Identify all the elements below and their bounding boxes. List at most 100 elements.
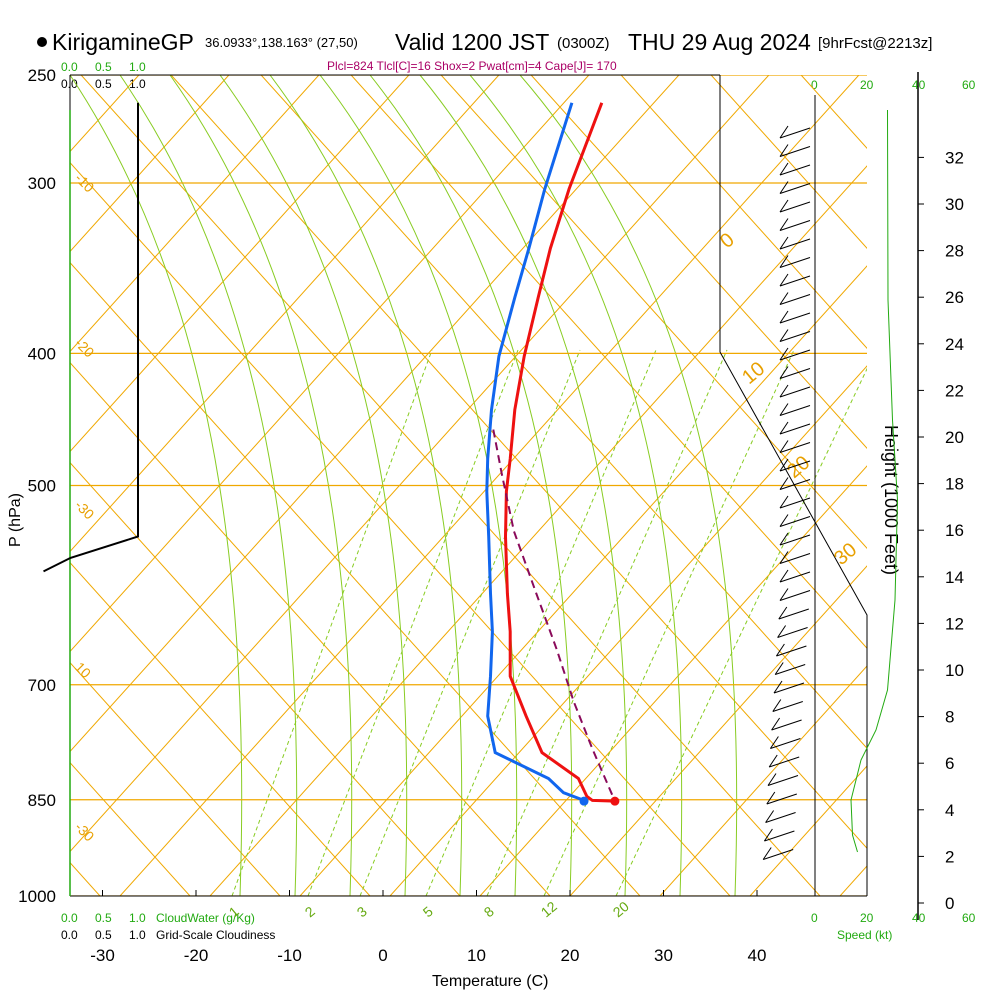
pressure-tick-label: 300 [28, 174, 56, 193]
wind-barb-flag [775, 643, 785, 657]
isotherm-line [569, 565, 867, 896]
height-tick-label: 0 [945, 894, 954, 913]
bottom-green-1: 0.5 [95, 911, 112, 925]
mixing-ratio-line [543, 349, 795, 896]
x-axis-title: Temperature (C) [432, 973, 548, 990]
wind-barb-flag [777, 625, 787, 638]
temperature-tick-label: 30 [654, 946, 673, 965]
wind-barb [779, 386, 811, 398]
y2-axis-title: Height (1000 Feet) [881, 425, 901, 575]
bottom-black-1: 0.5 [95, 928, 112, 942]
wind-barb [779, 220, 811, 231]
wind-barb-flag [779, 236, 789, 250]
wind-barb-flag [768, 754, 778, 768]
wind-speed-profile-line [850, 109, 899, 853]
mixing-ratio-label: 12 [538, 898, 560, 920]
isotherm-label: 10 [72, 659, 94, 681]
pressure-tick-label: 250 [28, 66, 56, 85]
wind-barb [765, 812, 796, 823]
wind-barb-flag [774, 662, 784, 675]
wind-barb-flag [779, 273, 789, 287]
wind-barb-flag [779, 181, 789, 194]
wind-barb [778, 608, 809, 620]
moist-adiabat-curve [369, 75, 573, 896]
valid-date: THU 29 Aug 2024 [628, 29, 811, 55]
wind-barb-flag [779, 125, 789, 139]
wind-barb-flag [779, 292, 789, 305]
wind-barb [779, 516, 811, 527]
mixing-ratio-line [615, 367, 867, 896]
dry-adiabat-line [530, 75, 867, 449]
wind-barb [779, 275, 811, 287]
temperature-tick-label: -30 [90, 946, 115, 965]
wind-barb [779, 257, 811, 268]
height-tick-label: 20 [945, 428, 964, 447]
series-layer [43, 102, 899, 860]
height-tick-label: 16 [945, 521, 964, 540]
mixing-ratio-line [486, 349, 728, 896]
mixing-ratio-label: 3 [354, 903, 370, 920]
wind-barb [779, 423, 811, 435]
wind-barb-flag [779, 329, 789, 342]
dry-adiabat-line [620, 75, 867, 349]
wind-bottom-3: 60 [962, 911, 976, 925]
moist-adiabat-curve [70, 75, 243, 896]
height-tick-label: 18 [945, 475, 964, 494]
station-name: KirigamineGP [52, 29, 194, 55]
frame-layer [69, 72, 919, 920]
surface-dewpoint-dot [579, 796, 589, 806]
pressure-tick-label: 500 [28, 477, 56, 496]
height-tick-label: 12 [945, 614, 964, 633]
wind-barb [779, 460, 811, 472]
speed-label: Speed (kt) [837, 928, 892, 942]
wind-barb [769, 756, 800, 768]
wind-barb-flag [762, 847, 772, 860]
cloudiness-profile-line [43, 102, 139, 573]
wind-barb-flag [772, 699, 782, 712]
wind-barb-flag [779, 477, 789, 490]
height-tick-label: 26 [945, 288, 964, 307]
mixing-ratio-label: 2 [302, 903, 318, 920]
wind-barb-flag [779, 199, 789, 213]
wind-panel-bottom-scale: 0 20 40 60 Speed (kt) [811, 911, 976, 942]
wind-barb-flag [763, 828, 773, 842]
isotherm-label: 10 [738, 358, 769, 389]
station-coords: 36.0933°,138.163° (27,50) [205, 35, 358, 50]
wind-barb [767, 775, 799, 786]
wind-barb [773, 682, 805, 694]
isotherm-line [70, 75, 410, 453]
wind-barb-flag [779, 384, 789, 398]
temperature-tick-label: -10 [277, 946, 302, 965]
wind-bottom-2: 40 [912, 911, 926, 925]
isotherm-label: 30 [830, 539, 861, 570]
y-axis-title: P (hPa) [7, 493, 24, 547]
height-tick-label: 6 [945, 754, 954, 773]
wind-barb [779, 331, 811, 342]
wind-barb-flag [765, 810, 775, 823]
grid-layer [70, 75, 1000, 896]
cloudwater-label: CloudWater (g/Kg) [156, 911, 255, 925]
wind-barb [763, 849, 794, 860]
wind-barb-flag [779, 218, 789, 231]
temperature-profile-line [503, 102, 615, 803]
wind-barb [779, 571, 811, 583]
wind-barb [779, 127, 811, 139]
wind-barb [779, 442, 811, 453]
temperature-tick-label: 10 [467, 946, 486, 965]
height-tick-label: 14 [945, 568, 964, 587]
dry-adiabat-line [981, 75, 1000, 896]
moist-adiabat-curve [269, 75, 463, 896]
mixing-ratio-label: 8 [481, 903, 497, 920]
wind-panel-top-scale: 0 20 40 60 [811, 78, 976, 92]
bottom-green-2: 1.0 [129, 911, 146, 925]
dry-adiabat-line [70, 661, 281, 896]
wind-barb-flag [766, 791, 776, 805]
wind-barb [777, 627, 808, 638]
moist-adiabat-curve [519, 75, 738, 896]
wind-barb-flag [779, 347, 789, 361]
wind-barb [770, 738, 801, 749]
height-tick-label: 8 [945, 708, 954, 727]
bottom-black-2: 1.0 [129, 928, 146, 942]
pressure-tick-label: 700 [28, 676, 56, 695]
temperature-tick-label: 40 [748, 946, 767, 965]
